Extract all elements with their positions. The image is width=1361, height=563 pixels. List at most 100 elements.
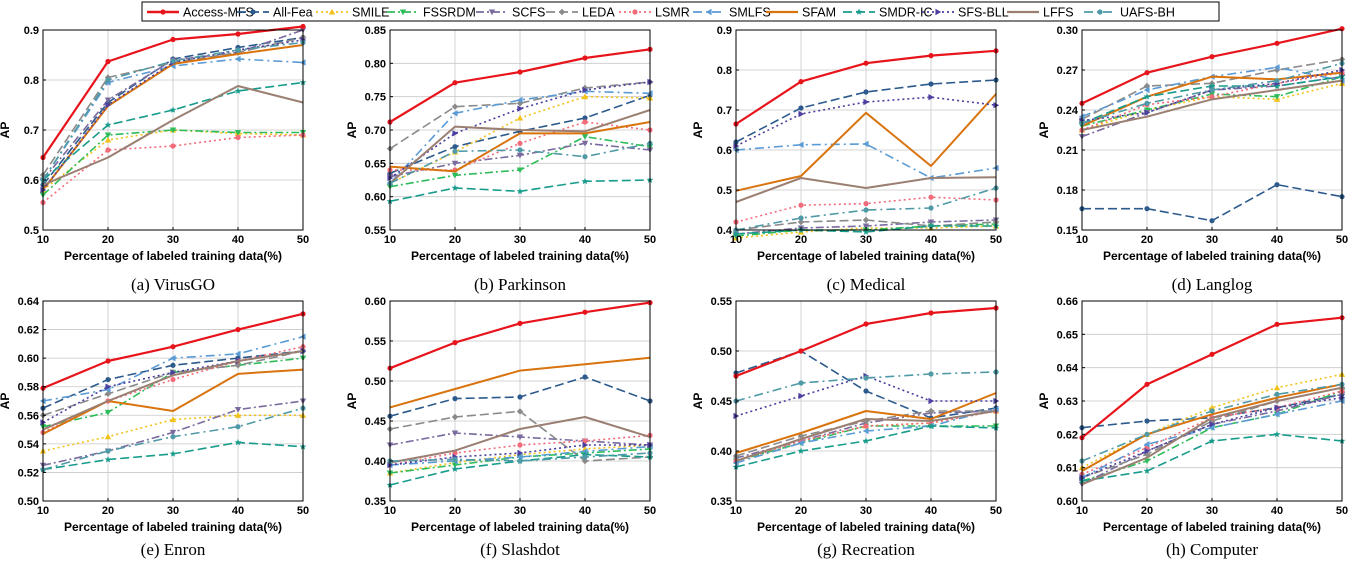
data-point xyxy=(517,105,524,112)
data-point xyxy=(582,438,588,444)
data-point xyxy=(1208,82,1216,89)
x-tick-label: 30 xyxy=(860,505,872,517)
x-tick-label: 10 xyxy=(384,505,396,517)
x-tick-label: 40 xyxy=(579,505,591,517)
series-line xyxy=(1081,390,1343,482)
data-point xyxy=(451,103,459,110)
x-axis-label: Percentage of labeled training data(%) xyxy=(757,520,975,534)
legend-marker xyxy=(488,9,496,16)
y-tick-label: 0.27 xyxy=(1057,65,1078,77)
y-tick-label: 0.55 xyxy=(365,336,386,348)
y-axis-label: AP xyxy=(691,393,705,410)
legend-label: SFS-BLL xyxy=(958,6,1009,20)
series-lffs xyxy=(389,109,651,185)
x-tick-label: 10 xyxy=(1076,505,1088,517)
data-point xyxy=(1144,447,1151,455)
x-tick-label: 50 xyxy=(1336,234,1348,246)
data-point xyxy=(169,106,177,113)
y-tick-label: 0.6 xyxy=(717,145,732,157)
y-tick-label: 0.8 xyxy=(24,75,39,87)
data-point xyxy=(104,136,112,143)
data-point xyxy=(516,187,524,195)
data-point xyxy=(105,383,112,390)
series-line xyxy=(389,416,651,464)
data-point xyxy=(862,223,870,230)
data-point xyxy=(170,362,176,368)
data-point xyxy=(798,79,804,85)
data-point xyxy=(863,201,869,207)
x-tick-label: 10 xyxy=(384,234,396,246)
y-axis-label: AP xyxy=(691,122,705,139)
y-axis-label: AP xyxy=(345,393,359,410)
series-sfam xyxy=(735,93,997,192)
legend-entry: SMDR-IC xyxy=(843,6,932,20)
data-point xyxy=(170,376,176,383)
data-point xyxy=(234,129,242,136)
chart-panel: 0.50 0.52 0.54 0.56 0.58 0.60 0.62 0.64 10 20 30 40… xyxy=(0,296,309,559)
series-access-mfs xyxy=(1079,315,1345,441)
data-point xyxy=(1274,40,1280,46)
panel-caption: (b) Parkinson xyxy=(474,275,567,294)
data-point xyxy=(104,132,112,139)
data-point xyxy=(1144,206,1150,212)
data-point xyxy=(863,423,869,429)
grid-lines xyxy=(390,301,650,501)
data-point xyxy=(797,447,805,454)
series-line xyxy=(42,85,304,186)
y-tick-label: 0.55 xyxy=(711,296,732,308)
data-point xyxy=(452,396,458,402)
data-point xyxy=(582,115,588,121)
legend-label: SCFS xyxy=(512,6,545,20)
data-point xyxy=(169,354,176,362)
data-point xyxy=(517,320,523,326)
data-point xyxy=(169,127,177,134)
data-point xyxy=(452,80,458,86)
data-point xyxy=(928,94,935,101)
y-tick-label: 0.45 xyxy=(365,416,386,428)
x-tick-label: 50 xyxy=(297,234,309,246)
data-point xyxy=(104,390,112,398)
series-lffs xyxy=(1081,386,1343,486)
y-tick-label: 0.60 xyxy=(365,192,386,204)
legend-entry: UAFS-BH xyxy=(1084,6,1175,20)
data-point xyxy=(582,55,588,61)
legend-entry: SCFS xyxy=(476,6,545,20)
data-point xyxy=(928,397,935,405)
data-point xyxy=(452,130,459,137)
chart-panel: 0.55 0.60 0.65 0.70 0.75 0.80 0.85 10 20 30 40 50 Pe… xyxy=(345,25,656,294)
panel-caption: (d) Langlog xyxy=(1172,275,1253,294)
data-point xyxy=(451,462,459,469)
series-lffs xyxy=(389,416,651,464)
data-point xyxy=(451,160,459,167)
chart-panel: 0.35 0.40 0.45 0.50 0.55 10 20 30 40 50 Percentage… xyxy=(691,296,1002,559)
series-group xyxy=(386,300,654,488)
chart-panel: 0.60 0.61 0.62 0.63 0.64 0.65 0.66 10 20 30 40 50 Pe… xyxy=(1037,296,1348,559)
series-sfam xyxy=(1081,383,1343,472)
data-point xyxy=(1273,64,1280,71)
x-tick-label: 30 xyxy=(1206,505,1218,517)
y-tick-label: 0.64 xyxy=(18,296,40,308)
data-point xyxy=(1273,430,1281,438)
data-point xyxy=(1273,82,1281,89)
series-line xyxy=(735,410,997,462)
y-tick-label: 0.15 xyxy=(1057,225,1078,237)
data-point xyxy=(798,380,804,386)
x-axis-label: Percentage of labeled training data(%) xyxy=(64,249,282,263)
x-tick-label: 10 xyxy=(37,234,49,246)
legend-entry: All-Fea xyxy=(237,6,313,20)
y-tick-label: 0.18 xyxy=(1057,185,1078,197)
legend-entry: LEDA xyxy=(546,6,615,20)
legend: Access-MFS All-Fea SMILE FSSRDM SCFS LEDA LSMR… xyxy=(141,1,1220,22)
y-axis-label: AP xyxy=(0,393,12,410)
data-point xyxy=(234,87,242,94)
data-point xyxy=(1274,391,1280,397)
x-tick-label: 10 xyxy=(1076,234,1088,246)
x-axis-label: Percentage of labeled training data(%) xyxy=(1103,249,1321,263)
series-lffs xyxy=(42,350,304,431)
data-point xyxy=(235,326,241,333)
legend-label: LFFS xyxy=(1043,6,1074,20)
data-point xyxy=(1143,467,1151,474)
data-point xyxy=(516,434,524,441)
y-tick-label: 0.62 xyxy=(1057,429,1078,441)
legend-marker xyxy=(558,8,566,16)
